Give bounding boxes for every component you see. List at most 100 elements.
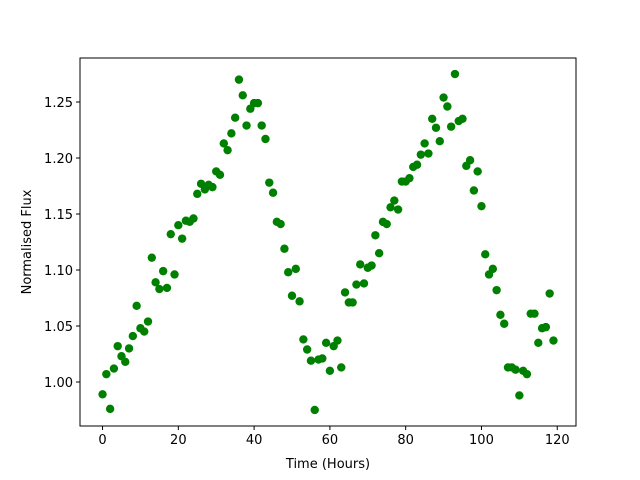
point (310, 405, 319, 415)
point (473, 167, 482, 176)
point (208, 182, 217, 192)
point (128, 331, 138, 341)
point (151, 278, 160, 287)
point (147, 253, 157, 262)
point (140, 327, 149, 336)
point (105, 404, 115, 414)
point (265, 178, 274, 187)
x-tick-label: 40 (246, 433, 263, 448)
point (367, 261, 376, 270)
point (352, 280, 361, 289)
point (340, 288, 350, 297)
point (481, 250, 490, 259)
x-tick-label: 20 (170, 433, 187, 448)
point (431, 123, 441, 132)
point (477, 201, 486, 211)
point (405, 173, 414, 183)
point (541, 322, 551, 332)
point (155, 284, 164, 294)
point (435, 137, 444, 146)
point (428, 114, 437, 124)
x-tick-label: 100 (469, 433, 494, 448)
point (158, 266, 168, 276)
point (492, 285, 501, 295)
point (534, 338, 543, 347)
point (268, 188, 278, 197)
point (238, 91, 247, 100)
x-tick-label: 60 (322, 433, 339, 448)
point (257, 121, 266, 130)
point (242, 121, 251, 130)
point (299, 335, 308, 344)
point (227, 129, 236, 138)
point (253, 98, 263, 108)
point (102, 369, 111, 379)
point (276, 219, 285, 229)
point (348, 298, 357, 307)
point (359, 279, 369, 288)
point (166, 229, 175, 239)
point (234, 75, 244, 84)
point (522, 369, 532, 379)
point (132, 301, 141, 311)
point (374, 248, 384, 258)
point (230, 113, 240, 122)
point (549, 336, 558, 345)
point (412, 160, 422, 169)
point (98, 390, 107, 399)
y-tick-label: 1.00 (44, 376, 73, 391)
axes-frame (79, 57, 577, 427)
point (215, 170, 225, 180)
point (162, 283, 172, 293)
point (499, 319, 509, 328)
point (109, 364, 119, 373)
point (219, 139, 228, 148)
point (443, 102, 452, 111)
point (143, 317, 153, 326)
point (325, 366, 335, 375)
point (223, 145, 232, 155)
point (295, 297, 304, 306)
point (321, 338, 331, 347)
point (356, 260, 365, 269)
point (393, 205, 403, 214)
point (390, 196, 399, 205)
point (193, 189, 202, 199)
point (446, 122, 456, 131)
point (496, 310, 505, 319)
y-tick-label: 1.05 (44, 320, 73, 335)
point (424, 149, 433, 158)
y-axis-label: Normalised Flux (20, 189, 35, 294)
x-tick-label: 120 (545, 433, 570, 448)
point (174, 221, 183, 230)
point (371, 231, 380, 240)
x-tick-label: 0 (98, 433, 106, 448)
point (124, 344, 134, 353)
point (121, 357, 130, 367)
point (416, 150, 426, 159)
point (306, 356, 316, 365)
x-axis-label: Time (Hours) (285, 457, 370, 472)
point (515, 391, 524, 400)
point (177, 234, 187, 243)
point (439, 93, 448, 102)
point (291, 264, 300, 274)
point (333, 336, 342, 345)
point (382, 219, 391, 229)
y-tick-label: 1.25 (44, 96, 73, 111)
point (318, 354, 327, 363)
point (302, 345, 312, 354)
point (284, 268, 293, 277)
point (113, 341, 122, 351)
point (450, 69, 460, 79)
point (337, 363, 346, 372)
point (261, 134, 270, 144)
y-tick-label: 1.20 (44, 152, 73, 167)
point (511, 365, 520, 374)
point (280, 244, 289, 253)
point (189, 214, 198, 223)
point (420, 139, 429, 148)
point (530, 309, 539, 318)
point (488, 264, 498, 274)
